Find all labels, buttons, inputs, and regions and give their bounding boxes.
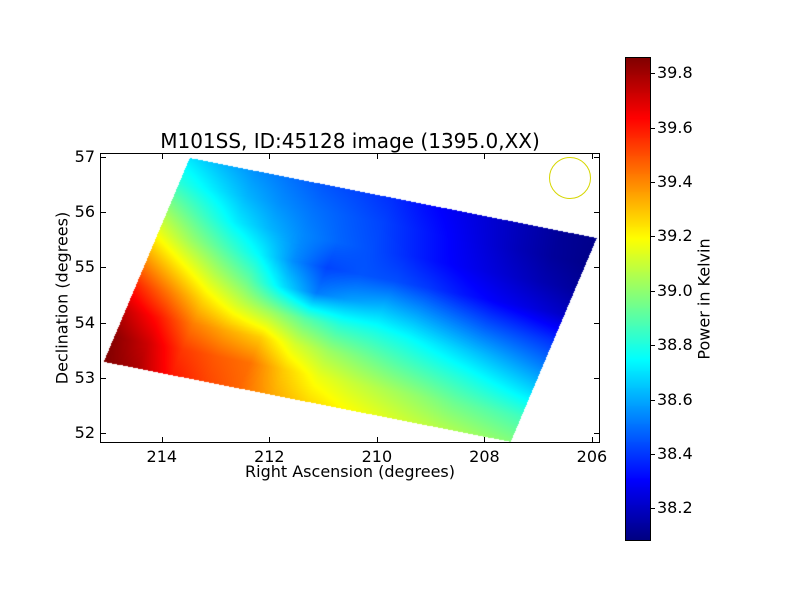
tick-mark — [101, 377, 106, 379]
tick-mark — [161, 437, 163, 442]
beam-circle — [548, 156, 591, 199]
tick-mark — [594, 322, 599, 324]
tick-mark — [594, 212, 599, 214]
colorbar-tick-label: 39.0 — [657, 280, 693, 300]
tick-mark — [376, 154, 378, 159]
x-tick-label: 212 — [254, 447, 285, 466]
tick-mark — [591, 437, 593, 442]
colorbar-tick-label: 38.6 — [657, 389, 693, 409]
tick-mark — [651, 453, 655, 455]
tick-mark — [484, 437, 486, 442]
tick-mark — [651, 290, 655, 292]
x-tick-label: 214 — [146, 447, 178, 466]
tick-mark — [101, 433, 106, 435]
colorbar-tick-label: 39.2 — [657, 226, 693, 246]
x-tick-label: 210 — [361, 447, 393, 466]
tick-mark — [594, 433, 599, 435]
tick-mark — [269, 437, 271, 442]
x-tick-label: 208 — [469, 447, 500, 466]
tick-mark — [101, 322, 106, 324]
y-tick-label: 56 — [74, 202, 95, 222]
tick-mark — [161, 154, 163, 159]
tick-mark — [651, 73, 655, 75]
y-tick-label: 54 — [74, 312, 95, 332]
colorbar-label: Power in Kelvin — [694, 238, 714, 360]
y-tick-label: 57 — [74, 146, 95, 166]
y-tick-label: 55 — [74, 257, 95, 277]
tick-mark — [484, 154, 486, 159]
x-axis-label: Right Ascension (degrees) — [245, 462, 455, 481]
colorbar-tick-label: 38.4 — [657, 443, 693, 463]
y-axis-label: Declination (degrees) — [52, 211, 72, 385]
x-tick-label: 206 — [576, 447, 608, 466]
tick-mark — [651, 182, 655, 184]
tick-mark — [101, 212, 106, 214]
colorbar-tick-label: 39.6 — [657, 117, 693, 137]
colorbar-tick-label: 39.8 — [657, 63, 693, 83]
tick-mark — [651, 127, 655, 129]
tick-mark — [594, 156, 599, 158]
colorbar-tick-label: 38.8 — [657, 335, 693, 355]
tick-mark — [651, 345, 655, 347]
plot-title: M101SS, ID:45128 image (1395.0,XX) — [160, 129, 540, 153]
colorbar-canvas — [625, 57, 651, 541]
y-tick-label: 52 — [74, 423, 95, 443]
tick-mark — [651, 399, 655, 401]
tick-mark — [594, 377, 599, 379]
tick-mark — [591, 154, 593, 159]
tick-mark — [594, 267, 599, 269]
colorbar-tick-label: 38.2 — [657, 498, 693, 518]
y-tick-label: 53 — [74, 367, 95, 387]
tick-mark — [101, 267, 106, 269]
tick-mark — [651, 236, 655, 238]
tick-mark — [651, 508, 655, 510]
tick-mark — [269, 154, 271, 159]
colorbar-tick-label: 39.4 — [657, 172, 693, 192]
heatmap-canvas — [100, 153, 600, 443]
tick-mark — [101, 156, 106, 158]
tick-mark — [376, 437, 378, 442]
